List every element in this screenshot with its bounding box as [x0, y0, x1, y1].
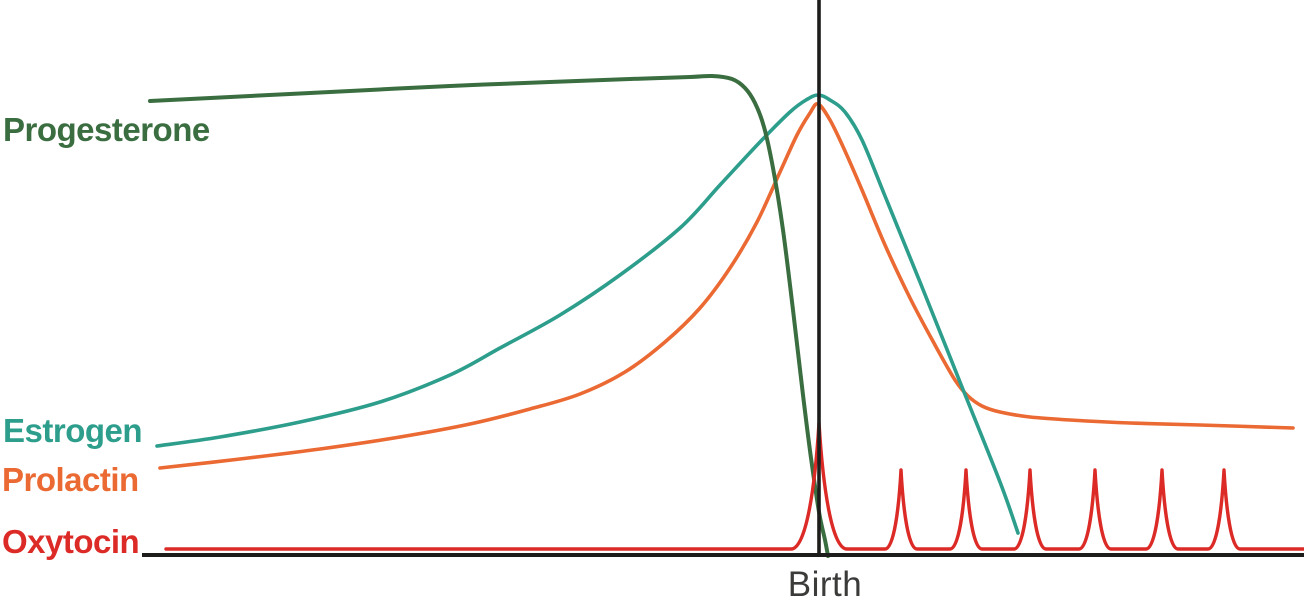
curve-prolactin [158, 102, 1295, 470]
birth-axis-label: Birth [787, 565, 863, 604]
series-label-estrogen: Estrogen [3, 412, 143, 449]
curve-estrogen [155, 93, 1020, 535]
series-label-progesterone: Progesterone [3, 111, 210, 148]
series-label-oxytocin: Oxytocin [2, 523, 140, 560]
series-label-prolactin: Prolactin [2, 461, 139, 498]
curve-progesterone [148, 73, 830, 558]
curve-oxytocin [164, 421, 1304, 551]
